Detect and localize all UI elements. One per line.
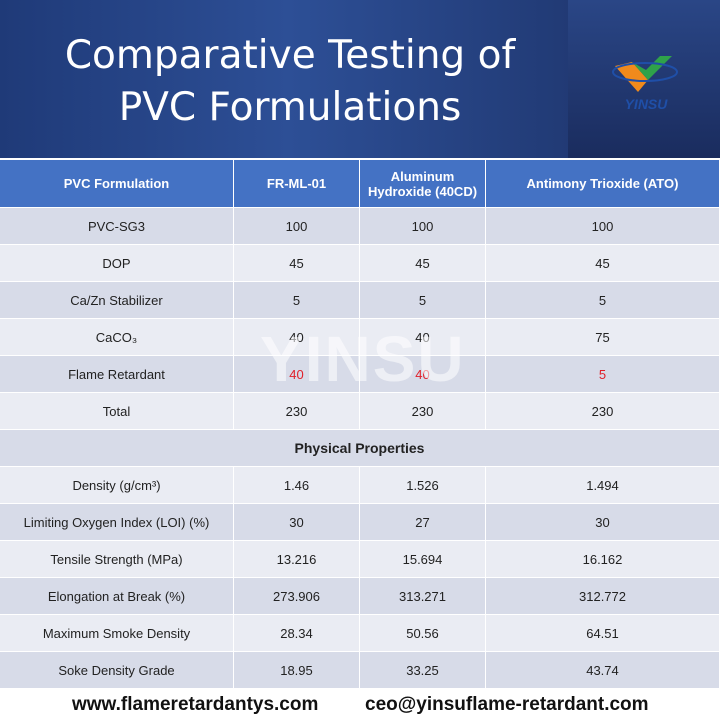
cell-value: 33.25	[360, 652, 486, 689]
cell-value: 100	[360, 208, 486, 245]
cell-value: 43.74	[486, 652, 720, 689]
cell-value: 75	[486, 319, 720, 356]
row-label: DOP	[0, 245, 234, 282]
cell-value: 30	[234, 504, 360, 541]
row-label: Flame Retardant	[0, 356, 234, 393]
cell-value: 13.216	[234, 541, 360, 578]
row-label: Soke Density Grade	[0, 652, 234, 689]
cell-value: 1.46	[234, 467, 360, 504]
row-label: Ca/Zn Stabilizer	[0, 282, 234, 319]
cell-value: 100	[234, 208, 360, 245]
column-header: FR-ML-01	[234, 160, 360, 208]
logo-text: YINSU	[624, 96, 668, 112]
row-label: Elongation at Break (%)	[0, 578, 234, 615]
cell-value: 27	[360, 504, 486, 541]
cell-value: 230	[234, 393, 360, 430]
cell-value: 45	[360, 245, 486, 282]
cell-value: 40	[234, 356, 360, 393]
cell-value: 50.56	[360, 615, 486, 652]
row-label: Limiting Oxygen Index (LOI) (%)	[0, 504, 234, 541]
cell-value: 5	[486, 282, 720, 319]
logo-icon	[612, 56, 678, 92]
cell-value: 40	[360, 356, 486, 393]
cell-value: 15.694	[360, 541, 486, 578]
section-title: Physical Properties	[0, 430, 720, 467]
column-header: Antimony Trioxide (ATO)	[486, 160, 720, 208]
row-label: CaCO₃	[0, 319, 234, 356]
cell-value: 100	[486, 208, 720, 245]
cell-value: 45	[234, 245, 360, 282]
column-header: Aluminum Hydroxide (40CD)	[360, 160, 486, 208]
cell-value: 1.526	[360, 467, 486, 504]
cell-value: 273.906	[234, 578, 360, 615]
cell-value: 40	[234, 319, 360, 356]
cell-value: 5	[234, 282, 360, 319]
footer-email: ceo@yinsuflame-retardant.com	[365, 694, 649, 715]
cell-value: 45	[486, 245, 720, 282]
cell-value: 5	[360, 282, 486, 319]
cell-value: 312.772	[486, 578, 720, 615]
cell-value: 64.51	[486, 615, 720, 652]
row-label: PVC-SG3	[0, 208, 234, 245]
cell-value: 230	[360, 393, 486, 430]
footer-website: www.flameretardantys.com	[72, 694, 319, 715]
row-label: Tensile Strength (MPa)	[0, 541, 234, 578]
row-label: Maximum Smoke Density	[0, 615, 234, 652]
cell-value: 30	[486, 504, 720, 541]
cell-value: 40	[360, 319, 486, 356]
page-title: Comparative Testing of PVC Formulations	[64, 33, 516, 130]
cell-value: 1.494	[486, 467, 720, 504]
row-label: Density (g/cm³)	[0, 467, 234, 504]
row-label: Total	[0, 393, 234, 430]
cell-value: 5	[486, 356, 720, 393]
cell-value: 18.95	[234, 652, 360, 689]
cell-value: 230	[486, 393, 720, 430]
cell-value: 28.34	[234, 615, 360, 652]
cell-value: 16.162	[486, 541, 720, 578]
cell-value: 313.271	[360, 578, 486, 615]
column-header: PVC Formulation	[0, 160, 234, 208]
